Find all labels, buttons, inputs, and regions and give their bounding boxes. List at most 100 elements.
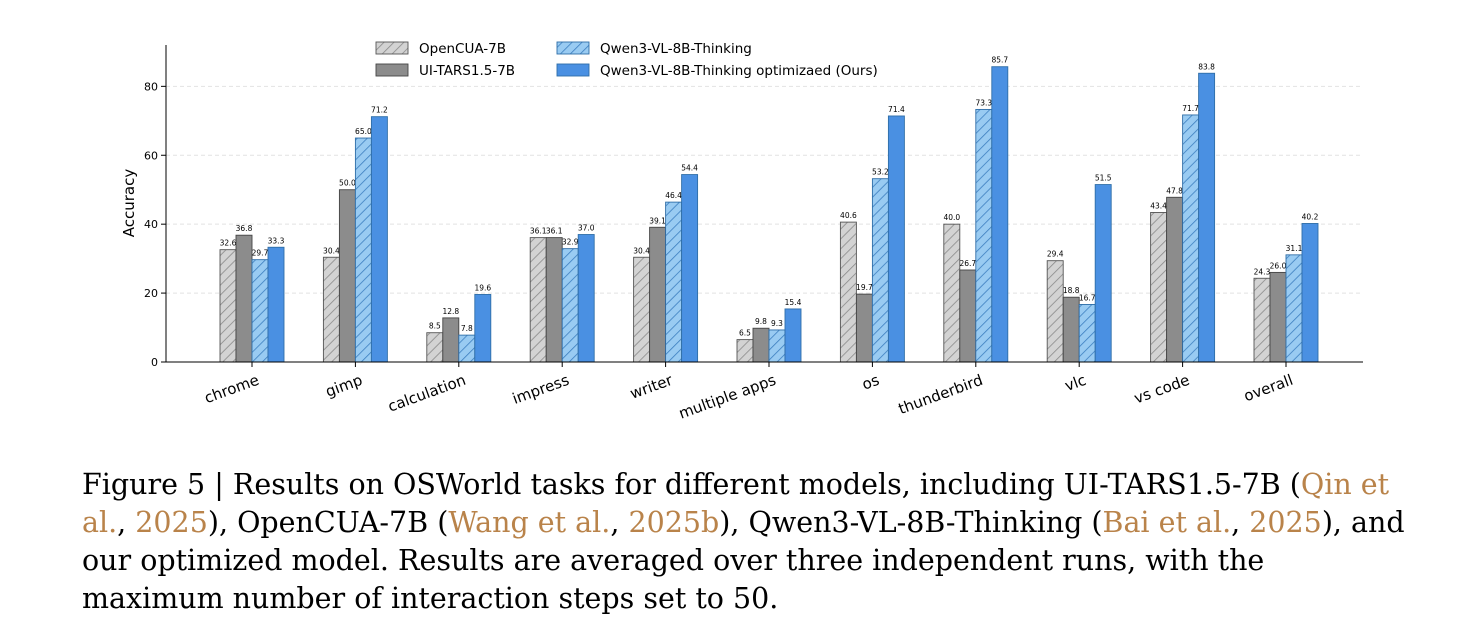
x-tick-label: multiple apps [676, 371, 778, 423]
x-tick-label: impress [510, 371, 572, 408]
y-tick-label: 20 [144, 287, 158, 300]
bar-uitars [338, 189, 356, 363]
bar-qwen3-optimized [370, 116, 388, 363]
axes [165, 45, 1363, 363]
bar-uitars [442, 317, 460, 363]
bar-value-label: 85.7 [991, 56, 1008, 65]
bar-value-label: 36.8 [236, 224, 253, 233]
bar-value-label: 71.2 [371, 106, 388, 115]
bar-value-label: 32.9 [562, 238, 579, 247]
bar-value-label: 43.4 [1150, 201, 1167, 210]
bar-value-label: 50.0 [339, 179, 356, 188]
legend-item-qwen3: Qwen3-VL-8B-Thinking [556, 41, 752, 57]
bar-value-label: 29.4 [1047, 250, 1064, 259]
bar-qwen3 [1182, 114, 1200, 363]
bar-value-label: 36.1 [546, 227, 563, 236]
y-tick-label: 80 [144, 80, 158, 93]
bar-value-label: 19.7 [856, 283, 873, 292]
bar-qwen3 [458, 334, 476, 363]
bars: 32.6 30.4 8.5 36.1 30.4 6.5 40.6 40.0 29.4 43.4 24… [219, 56, 1319, 363]
figure-caption: Figure 5 | Results on OSWorld tasks for … [82, 466, 1412, 618]
bar-value-label: 40.2 [1302, 212, 1319, 221]
bar-uitars [959, 269, 977, 363]
bar-value-label: 47.8 [1166, 186, 1183, 195]
bar-value-label: 40.6 [840, 211, 857, 220]
legend-item-opencua: OpenCUA-7B [375, 41, 506, 57]
x-tick-label: vlc [1062, 371, 1088, 395]
caption-text-1: Figure 5 | Results on OSWorld tasks for … [82, 468, 1301, 501]
bar-value-label: 6.5 [739, 329, 751, 338]
citation-year-qin[interactable]: 2025 [135, 506, 208, 539]
citation-author-wang[interactable]: Wang et al. [448, 506, 611, 539]
bar-opencua [1046, 260, 1064, 363]
caption-text-2: ), OpenCUA-7B ( [207, 506, 449, 539]
bar-qwen3-optimized [474, 294, 492, 363]
bar-value-label: 71.7 [1182, 104, 1199, 113]
bar-value-label: 73.3 [975, 98, 992, 107]
bar-opencua [322, 256, 340, 363]
bar-value-label: 39.1 [649, 216, 666, 225]
legend-label: UI-TARS1.5-7B [419, 63, 515, 79]
legend-swatch [556, 63, 590, 77]
bar-uitars [649, 226, 667, 363]
bar-value-label: 29.7 [252, 249, 269, 258]
citation-year-bai[interactable]: 2025 [1249, 506, 1322, 539]
bar-value-label: 8.5 [429, 322, 441, 331]
legend-swatch [375, 63, 409, 77]
bar-value-label: 54.4 [681, 164, 698, 173]
bar-qwen3-optimized [887, 115, 905, 363]
bar-value-label: 33.3 [268, 236, 285, 245]
bar-opencua [219, 249, 237, 363]
bar-uitars [235, 234, 253, 363]
bar-qwen3 [251, 259, 269, 363]
bar-qwen3 [871, 178, 889, 363]
bar-value-label: 71.4 [888, 105, 905, 114]
citation-author-bai[interactable]: Bai et al. [1102, 506, 1232, 539]
bar-qwen3-optimized [1198, 72, 1216, 363]
legend-swatch [375, 41, 409, 55]
bar-value-label: 12.8 [442, 307, 459, 316]
citation-year-wang[interactable]: 2025b [628, 506, 720, 539]
bar-value-label: 53.2 [872, 168, 889, 177]
bar-value-label: 24.3 [1254, 267, 1271, 276]
bar-value-label: 19.6 [474, 283, 491, 292]
bar-value-label: 83.8 [1198, 62, 1215, 71]
bar-value-label: 26.0 [1270, 261, 1287, 270]
bar-qwen3-optimized [991, 66, 1009, 363]
legend-label: OpenCUA-7B [419, 41, 506, 57]
bar-opencua [426, 332, 444, 363]
caption-sep-1: , [117, 506, 136, 539]
bar-opencua [633, 256, 651, 363]
bar-value-label: 37.0 [578, 224, 595, 233]
bar-value-label: 46.4 [665, 191, 682, 200]
legend-item-uitars: UI-TARS1.5-7B [375, 63, 515, 79]
bar-qwen3-optimized [784, 308, 802, 363]
y-tick-label: 40 [144, 218, 158, 231]
citation-author-qin[interactable]: Qin et al. [82, 468, 1390, 539]
legend-label: Qwen3-VL-8B-Thinking [600, 41, 752, 57]
bar-uitars [1269, 271, 1287, 363]
bar-value-label: 7.8 [461, 324, 473, 333]
y-tick-label: 60 [144, 149, 158, 162]
bar-uitars [545, 237, 563, 363]
bar-chart: 32.6 30.4 8.5 36.1 30.4 6.5 40.6 40.0 29.4 43.4 24… [120, 41, 1363, 423]
bar-value-label: 36.1 [530, 227, 547, 236]
legend-item-qwen3-optimized: Qwen3-VL-8B-Thinking optimizaed (Ours) [556, 63, 878, 79]
bar-uitars [752, 327, 770, 363]
bar-qwen3-optimized [267, 246, 285, 363]
bar-opencua [1253, 277, 1271, 363]
bar-value-label: 30.4 [633, 246, 650, 255]
bar-value-label: 51.5 [1095, 174, 1112, 183]
y-ticks: 0 20 40 60 80 [144, 80, 166, 369]
bar-opencua [1150, 212, 1168, 363]
bar-opencua [839, 221, 857, 363]
x-tick-label: overall [1241, 371, 1295, 405]
bar-qwen3-optimized [1094, 184, 1112, 363]
bar-qwen3 [665, 201, 683, 363]
bar-value-label: 16.7 [1079, 293, 1096, 302]
bar-qwen3-optimized [577, 234, 595, 363]
x-tick-label: calculation [385, 371, 468, 416]
bar-opencua [736, 339, 754, 363]
legend: OpenCUA-7B UI-TARS1.5-7B Qwen3-VL-8B-Think… [375, 41, 878, 79]
bar-qwen3-optimized [681, 174, 699, 363]
